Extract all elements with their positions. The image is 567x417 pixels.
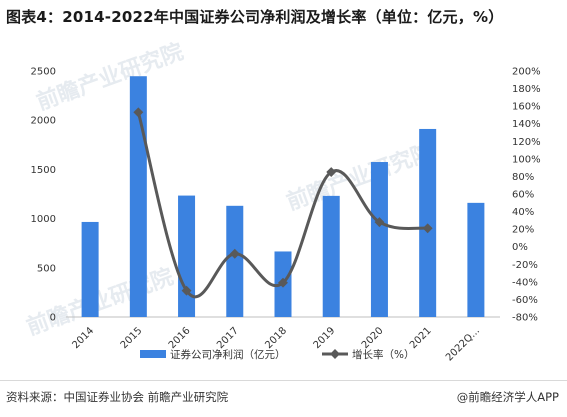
bar (322, 195, 340, 317)
growth-line (136, 111, 428, 299)
right-axis: -80% -60% -40% -20% 0% 20% 40% 60% 80% 100% 120% 14… (512, 67, 541, 324)
y-right-tick-label: -40% (512, 277, 538, 288)
y-right-tick-label: -80% (512, 313, 538, 324)
y-right-tick-label: 140% (512, 119, 541, 130)
x-tick-label: 2015 (119, 325, 145, 351)
legend-bar-swatch (140, 350, 166, 358)
y-right-tick-label: 160% (512, 102, 541, 113)
growth-marker (326, 167, 337, 177)
y-left-tick-label: 2000 (31, 116, 56, 127)
y-right-tick-label: 20% (512, 225, 534, 236)
y-right-tick-label: 180% (512, 84, 541, 95)
y-right-tick-label: 200% (512, 67, 541, 78)
x-tick-label: 2019 (312, 325, 338, 351)
y-right-tick-label: -20% (512, 260, 538, 271)
footer-divider (0, 380, 567, 381)
bar (226, 205, 244, 317)
growth-marker (181, 285, 192, 296)
bar (467, 202, 485, 317)
bar (370, 162, 388, 317)
y-right-tick-label: 0% (512, 242, 528, 253)
y-left-tick-label: 0 (50, 313, 56, 324)
y-right-tick-label: 40% (512, 207, 534, 218)
credit-note: @前瞻经济学人APP (456, 390, 559, 404)
bar-series (81, 76, 485, 317)
growth-marker (422, 223, 433, 234)
x-tick-label: 2020 (360, 325, 386, 351)
growth-marker (229, 248, 240, 259)
growth-marker (374, 217, 385, 228)
y-right-tick-label: 100% (512, 154, 541, 165)
y-right-tick-label: -60% (512, 295, 538, 306)
source-note: 资料来源：中国证券业协会 前瞻产业研究院 (6, 390, 229, 404)
legend: 证券公司净利润（亿元） 增长率（%） (140, 348, 414, 361)
legend-line-label: 增长率（%） (352, 348, 414, 361)
chart-title: 图表4：2014-2022年中国证券公司净利润及增长率（单位：亿元，%） (6, 8, 504, 26)
watermark-text: 前瞻产业研究院 (33, 39, 187, 116)
bar (419, 128, 437, 317)
growth-marker (278, 277, 288, 288)
x-tick-label: 2021 (408, 325, 434, 351)
y-left-tick-label: 500 (37, 263, 56, 274)
x-tick-label: 2022Q... (444, 325, 482, 363)
legend-bar-label: 证券公司净利润（亿元） (170, 348, 286, 361)
y-left-tick-label: 2500 (31, 67, 56, 78)
watermark-text: 前瞻产业研究院 (23, 264, 177, 341)
y-right-tick-label: 80% (512, 172, 534, 183)
x-tick-label: 2016 (167, 325, 193, 351)
y-left-tick-label: 1000 (31, 214, 56, 225)
y-right-tick-label: 120% (512, 137, 541, 148)
x-tick-label: 2014 (70, 325, 96, 351)
growth-marker (133, 107, 144, 118)
bar (178, 195, 196, 317)
legend-line-marker (330, 349, 340, 359)
x-tick-label: 2017 (215, 325, 241, 351)
watermark-text: 前瞻产业研究院 (283, 139, 437, 216)
y-left-tick-label: 1500 (31, 165, 56, 176)
bar (81, 221, 99, 317)
y-right-tick-label: 60% (512, 190, 534, 201)
line-series (133, 107, 433, 299)
x-tick-label: 2018 (263, 325, 289, 351)
